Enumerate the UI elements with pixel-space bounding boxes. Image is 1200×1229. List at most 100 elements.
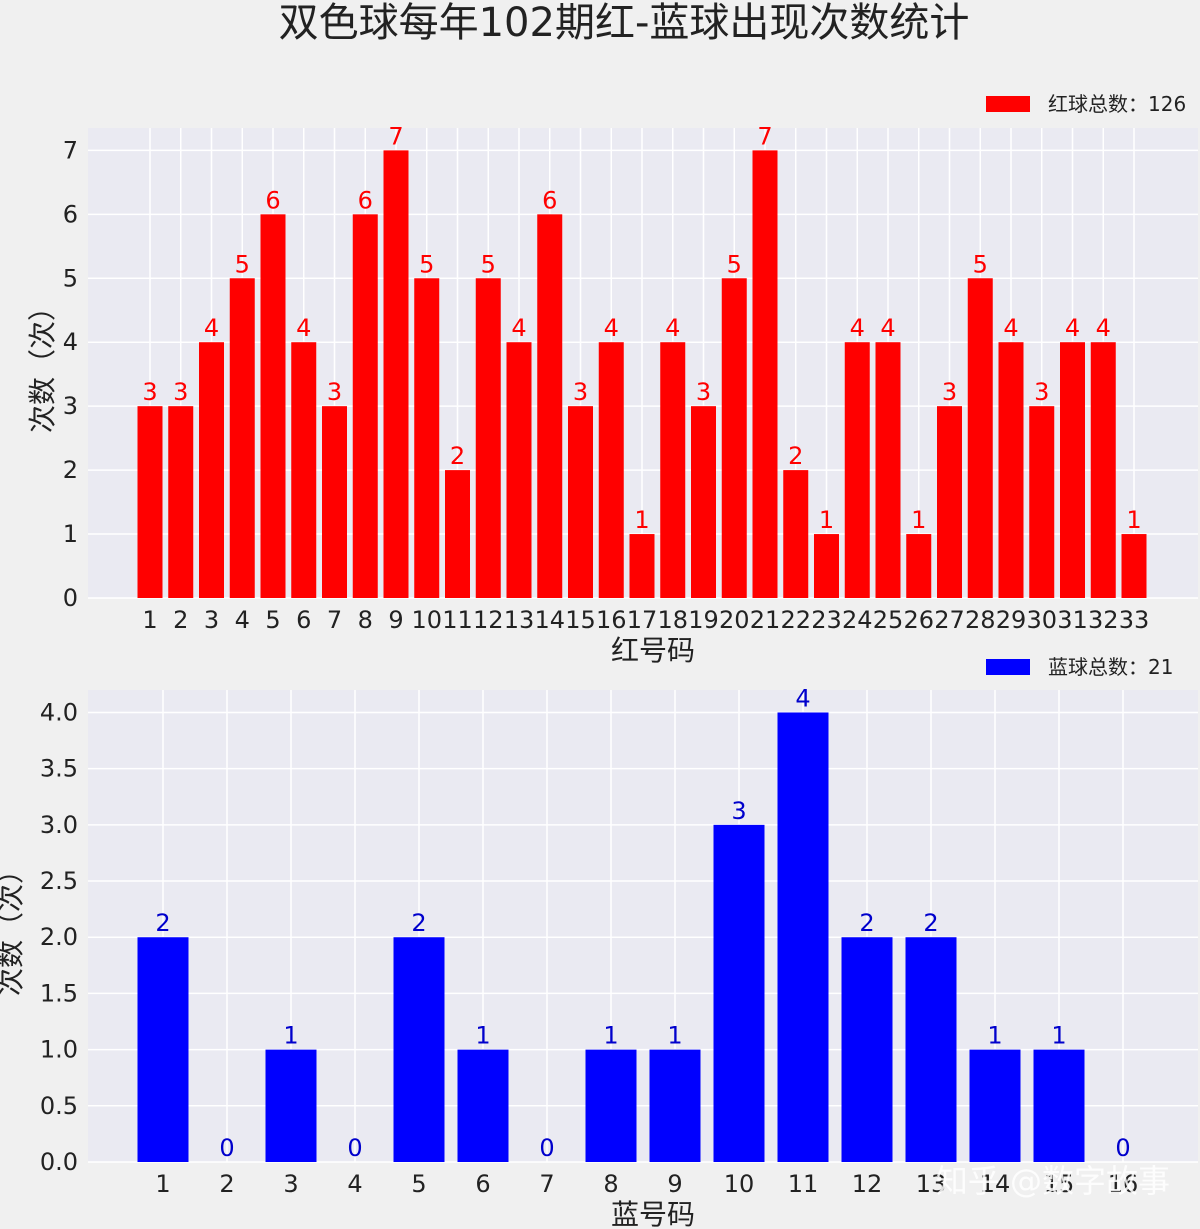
x-tick-label: 26 bbox=[903, 606, 934, 634]
x-tick-label: 5 bbox=[411, 1170, 426, 1198]
bar bbox=[414, 278, 440, 598]
bar bbox=[229, 278, 255, 598]
data-label: 1 bbox=[283, 1022, 298, 1050]
y-tick-label: 3.0 bbox=[40, 811, 78, 839]
bar bbox=[629, 534, 655, 598]
x-tick-label: 11 bbox=[788, 1170, 819, 1198]
bar bbox=[585, 1049, 637, 1162]
bar bbox=[1090, 342, 1116, 598]
data-label: 2 bbox=[411, 909, 426, 937]
data-label: 1 bbox=[987, 1022, 1002, 1050]
x-tick-label: 9 bbox=[667, 1170, 682, 1198]
x-tick-label: 5 bbox=[265, 606, 280, 634]
bar bbox=[906, 534, 932, 598]
y-tick-label: 7 bbox=[63, 136, 78, 164]
bar bbox=[383, 150, 409, 598]
x-tick-label: 9 bbox=[388, 606, 403, 634]
bar bbox=[1060, 342, 1085, 598]
data-label: 2 bbox=[859, 909, 874, 937]
bar bbox=[1029, 406, 1055, 598]
x-tick-label: 27 bbox=[934, 606, 965, 634]
y-tick-label: 4 bbox=[63, 328, 78, 356]
bar bbox=[291, 342, 317, 598]
data-label: 6 bbox=[358, 186, 373, 214]
x-tick-label: 6 bbox=[296, 606, 311, 634]
legend-label: 红球总数：126 bbox=[1048, 92, 1186, 116]
x-tick-label: 15 bbox=[1044, 1170, 1075, 1198]
y-tick-label: 1.5 bbox=[40, 979, 78, 1007]
x-tick-label: 19 bbox=[688, 606, 719, 634]
data-label: 7 bbox=[388, 122, 403, 150]
data-label: 3 bbox=[1034, 378, 1049, 406]
bar bbox=[265, 1049, 317, 1162]
data-label: 2 bbox=[788, 442, 803, 470]
legend-label: 蓝球总数：21 bbox=[1048, 655, 1173, 679]
y-tick-label: 2.5 bbox=[40, 867, 78, 895]
watermark: 知乎 @数字故事 bbox=[936, 1162, 1170, 1200]
data-label: 1 bbox=[667, 1022, 682, 1050]
x-tick-label: 17 bbox=[627, 606, 658, 634]
data-label: 0 bbox=[539, 1134, 554, 1162]
x-tick-label: 21 bbox=[750, 606, 781, 634]
data-label: 4 bbox=[296, 314, 311, 342]
data-label: 4 bbox=[1096, 314, 1111, 342]
data-label: 1 bbox=[634, 506, 649, 534]
bar bbox=[168, 406, 194, 598]
data-label: 5 bbox=[481, 250, 496, 278]
data-label: 5 bbox=[235, 250, 250, 278]
x-tick-label: 7 bbox=[327, 606, 342, 634]
bar bbox=[844, 342, 870, 598]
x-tick-label: 16 bbox=[596, 606, 627, 634]
bar bbox=[475, 278, 501, 598]
bar bbox=[713, 824, 765, 1162]
x-tick-label: 14 bbox=[980, 1170, 1011, 1198]
bar bbox=[322, 406, 347, 598]
x-tick-label: 8 bbox=[358, 606, 373, 634]
data-label: 2 bbox=[155, 909, 170, 937]
legend-swatch bbox=[986, 96, 1030, 112]
y-tick-label: 2 bbox=[63, 456, 78, 484]
data-label: 1 bbox=[1126, 506, 1141, 534]
bar bbox=[537, 214, 563, 598]
bar bbox=[457, 1049, 509, 1162]
bar bbox=[660, 342, 686, 598]
plot-area bbox=[88, 690, 1198, 1162]
data-label: 1 bbox=[911, 506, 926, 534]
data-label: 3 bbox=[942, 378, 957, 406]
x-tick-label: 28 bbox=[965, 606, 996, 634]
bar bbox=[199, 342, 224, 598]
x-tick-label: 20 bbox=[719, 606, 750, 634]
bar bbox=[1121, 534, 1147, 598]
y-tick-label: 4.0 bbox=[40, 698, 78, 726]
data-label: 4 bbox=[604, 314, 619, 342]
data-label: 5 bbox=[419, 250, 434, 278]
y-tick-label: 2.0 bbox=[40, 923, 78, 951]
data-label: 6 bbox=[265, 186, 280, 214]
bar bbox=[814, 534, 839, 598]
x-tick-label: 15 bbox=[565, 606, 596, 634]
data-label: 1 bbox=[819, 506, 834, 534]
bar bbox=[752, 150, 778, 598]
y-tick-label: 3 bbox=[63, 392, 78, 420]
bar bbox=[393, 937, 445, 1162]
x-tick-label: 8 bbox=[603, 1170, 618, 1198]
y-axis-label: 次数（次） bbox=[26, 293, 59, 433]
bar bbox=[137, 406, 163, 598]
legend: 蓝球总数：21 bbox=[986, 655, 1173, 679]
y-tick-label: 5 bbox=[63, 264, 78, 292]
y-tick-label: 0 bbox=[63, 584, 78, 612]
x-tick-label: 22 bbox=[780, 606, 811, 634]
x-tick-label: 2 bbox=[219, 1170, 234, 1198]
x-tick-label: 32 bbox=[1088, 606, 1119, 634]
data-label: 4 bbox=[665, 314, 680, 342]
x-tick-label: 29 bbox=[996, 606, 1027, 634]
x-tick-label: 31 bbox=[1057, 606, 1088, 634]
x-tick-label: 2 bbox=[173, 606, 188, 634]
y-tick-label: 1.0 bbox=[40, 1036, 78, 1064]
data-label: 3 bbox=[573, 378, 588, 406]
bar bbox=[998, 342, 1024, 598]
x-tick-label: 4 bbox=[347, 1170, 362, 1198]
bar bbox=[875, 342, 901, 598]
